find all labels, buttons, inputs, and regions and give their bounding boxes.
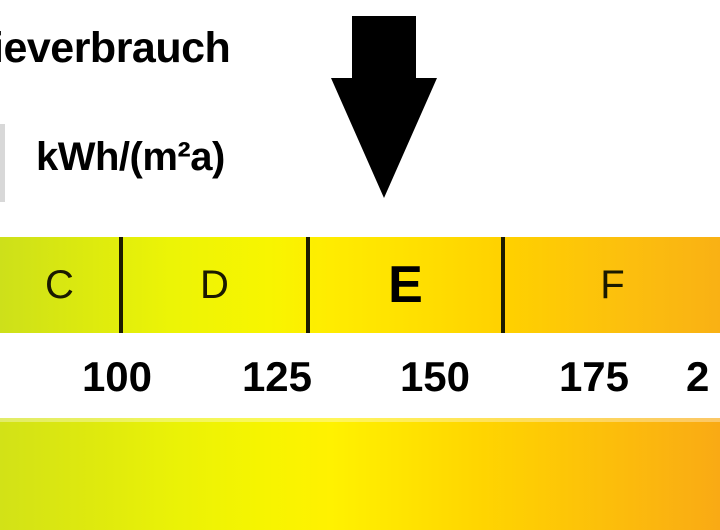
band-divider-cd xyxy=(119,237,123,333)
band-letter-c: C xyxy=(45,263,74,307)
band-letter-d: D xyxy=(200,263,229,307)
lower-band-top-highlight xyxy=(0,418,720,422)
band-divider-de xyxy=(306,237,310,333)
scale-tick-175: 175 xyxy=(558,353,630,400)
scale-tick-200-truncated: 2 xyxy=(686,353,710,400)
band-divider-ef xyxy=(501,237,505,333)
band-letter-e: E xyxy=(388,256,423,314)
scale-tick-100: 100 xyxy=(81,353,153,400)
unit-label: kWh/(m²a) xyxy=(36,135,225,179)
scale-row: 100 125 150 175 2 xyxy=(0,341,720,413)
scale-tick-150: 150 xyxy=(399,353,471,400)
left-divider-rule xyxy=(0,124,5,202)
lower-gradient-band xyxy=(0,418,720,530)
band-letter-f: F xyxy=(600,263,625,307)
scale-tick-125: 125 xyxy=(241,353,313,400)
down-arrow-icon xyxy=(328,12,440,202)
rating-band: C D E F xyxy=(0,237,720,333)
page-title: ieverbrauch xyxy=(0,24,231,72)
